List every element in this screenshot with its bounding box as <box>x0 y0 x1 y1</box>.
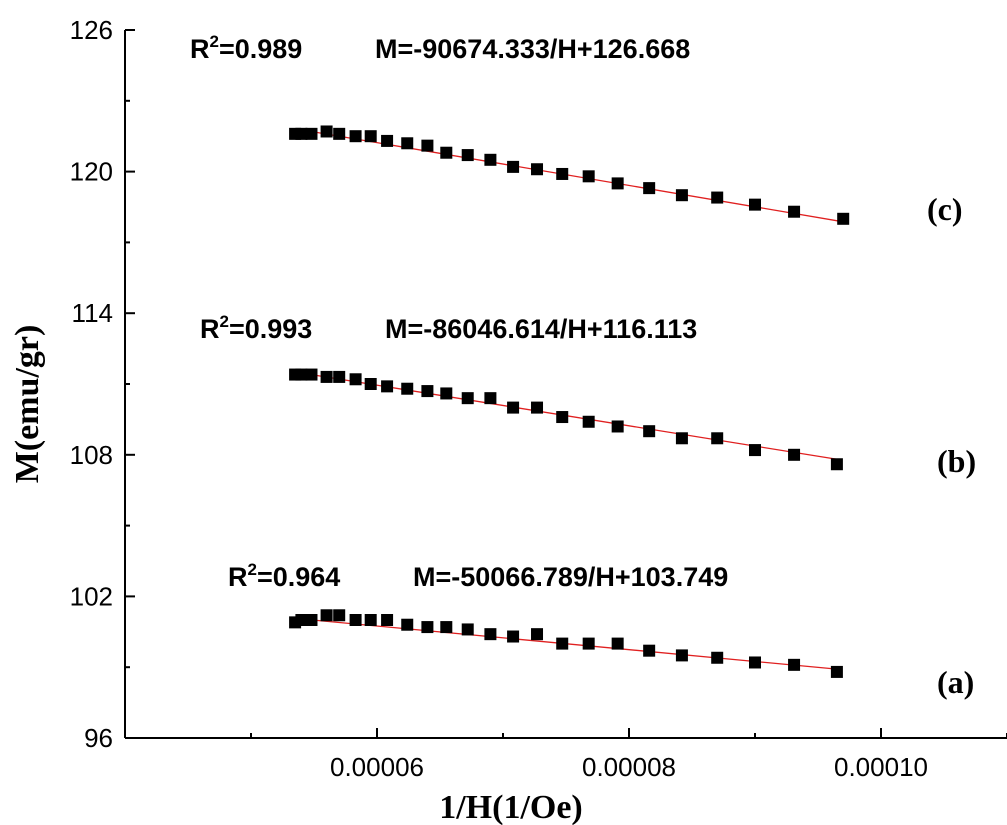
r2-label: R2=0.964 <box>228 560 340 592</box>
data-point <box>440 146 453 159</box>
data-point <box>401 618 414 631</box>
data-point <box>349 130 362 143</box>
labels: 1/H(1/Oe) M(emu/gr) R2=0.964 M=-50066.789/H… <box>9 32 976 825</box>
data-point <box>461 149 474 162</box>
data-point <box>582 415 595 428</box>
data-point <box>675 649 688 662</box>
data-point <box>364 614 377 626</box>
data-point <box>320 370 333 383</box>
y-tick-label: 114 <box>72 298 113 328</box>
data-point <box>611 177 624 190</box>
data-point <box>643 425 656 438</box>
data-point <box>556 411 569 424</box>
data-point <box>320 609 333 622</box>
data-point <box>295 614 308 626</box>
data-point <box>675 432 688 445</box>
data-point <box>611 637 624 650</box>
data-point <box>349 614 362 626</box>
data-point <box>381 614 394 626</box>
x-tick-label: 0.00006 <box>330 752 424 782</box>
data-point <box>749 444 761 457</box>
data-point <box>484 153 497 166</box>
data-point <box>381 380 394 393</box>
data-point <box>349 373 362 386</box>
data-point <box>461 392 474 405</box>
data-point <box>749 656 761 669</box>
y-axis-title: M(emu/gr) <box>9 325 46 484</box>
equation-label: M=-86046.614/H+116.113 <box>385 314 697 344</box>
x-tick-label: 0.00008 <box>582 752 676 782</box>
series-tag: (c) <box>927 191 963 227</box>
data-point <box>611 420 624 433</box>
y-tick-label: 120 <box>70 157 113 187</box>
data-point <box>556 167 569 180</box>
data-point <box>788 658 801 671</box>
data-point <box>711 651 724 664</box>
data-point <box>484 628 497 641</box>
data-point <box>440 387 453 400</box>
r2-label: R2=0.993 <box>200 312 312 344</box>
data-point <box>531 628 544 641</box>
data-point <box>364 130 377 143</box>
data-point <box>295 368 308 381</box>
data-point <box>788 448 801 461</box>
axes: 96 102 108 114 120 126 0.00006 0.00008 0.00010 <box>70 15 1007 782</box>
data-point <box>749 198 761 211</box>
r2-label: R2=0.989 <box>190 32 302 64</box>
data-point <box>421 139 434 152</box>
data-point <box>643 644 656 657</box>
data-point <box>711 432 724 445</box>
data-point <box>440 621 453 634</box>
series-tag: (a) <box>937 664 974 700</box>
data-point <box>830 458 843 471</box>
equation-label: M=-50066.789/H+103.749 <box>413 562 728 592</box>
data-point <box>531 163 544 176</box>
data-point <box>401 382 414 395</box>
equation-label: M=-90674.333/H+126.668 <box>375 34 690 64</box>
data-point <box>305 368 318 381</box>
data-point <box>830 665 843 678</box>
data-point <box>507 160 520 173</box>
data-point <box>401 137 414 150</box>
data-point <box>333 370 346 383</box>
data-point <box>788 205 801 218</box>
data-point <box>320 125 333 138</box>
data-point <box>484 392 497 405</box>
data-point <box>507 401 520 414</box>
y-tick-label: 126 <box>70 15 113 45</box>
series-tag: (b) <box>937 443 976 479</box>
data-point <box>643 182 656 195</box>
data-point <box>381 134 394 147</box>
data-point <box>295 127 308 140</box>
y-tick-label: 96 <box>84 723 113 753</box>
data-point <box>837 212 850 225</box>
y-tick-label: 102 <box>70 581 113 611</box>
x-tick-label: 0.00010 <box>834 752 928 782</box>
data-point <box>461 623 474 636</box>
data-point <box>582 170 595 183</box>
x-axis-title: 1/H(1/Oe) <box>439 789 583 825</box>
data-point <box>333 127 346 140</box>
data-point <box>556 637 569 650</box>
data-point <box>305 127 318 140</box>
data-point <box>531 401 544 414</box>
data-point <box>507 630 520 643</box>
data-point <box>675 189 688 202</box>
data-point <box>421 385 434 398</box>
data-point <box>305 614 318 626</box>
data-point <box>711 191 724 204</box>
y-tick-label: 108 <box>70 440 113 470</box>
data-point <box>333 609 346 622</box>
data-points <box>289 125 850 678</box>
data-point <box>421 621 434 634</box>
data-point <box>364 378 377 390</box>
data-point <box>582 637 595 650</box>
